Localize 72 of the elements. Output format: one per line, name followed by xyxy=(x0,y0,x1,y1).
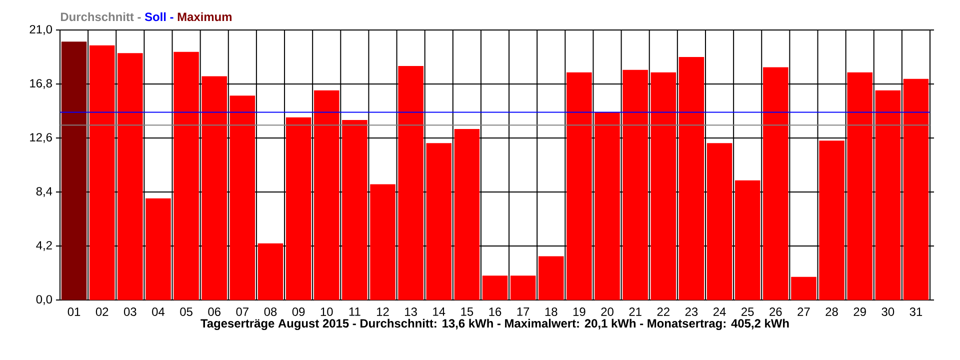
bar xyxy=(594,112,620,300)
bar xyxy=(230,96,256,300)
x-tick-label: 25 xyxy=(742,308,754,316)
x-tick-label: 24 xyxy=(713,308,726,316)
bar xyxy=(847,72,872,300)
x-tick-label: 26 xyxy=(770,308,782,316)
x-tick-label: 29 xyxy=(854,308,866,316)
x-tick-label: 18 xyxy=(545,308,558,316)
bar xyxy=(398,66,424,300)
x-tick-label: 08 xyxy=(264,308,277,316)
x-tick-label: 04 xyxy=(152,308,165,316)
bar xyxy=(342,120,368,300)
bar xyxy=(314,90,340,300)
x-tick-label: 02 xyxy=(96,308,108,316)
bar xyxy=(426,143,452,300)
bar xyxy=(118,53,143,300)
x-tick-label: 03 xyxy=(124,308,136,316)
x-tick-label: 07 xyxy=(236,308,248,316)
bar xyxy=(903,78,929,300)
bar xyxy=(819,140,844,300)
x-tick-label: 17 xyxy=(517,308,530,316)
bar xyxy=(706,143,732,300)
bar xyxy=(174,52,199,300)
bar xyxy=(202,76,227,300)
x-tick-label: 01 xyxy=(68,308,80,316)
ref-line-label: Soll - xyxy=(144,12,174,22)
bar xyxy=(763,67,788,300)
y-tick-label: 8,4 xyxy=(36,187,52,197)
bar xyxy=(538,256,564,300)
x-axis-title: Tageserträge August 2015 - Durchschnitt: 13,6 kWh - Maximalwert: 20,1 kWh - Monatsertrag: 405,2 kWh xyxy=(200,318,789,330)
y-tick-label: 4,2 xyxy=(36,241,52,251)
bar xyxy=(791,276,816,300)
bar xyxy=(61,42,87,300)
bar xyxy=(146,198,171,300)
y-tick-label: 21,0 xyxy=(30,25,52,35)
bar xyxy=(482,276,508,300)
ref-line-label: Durchschnitt - xyxy=(60,12,141,22)
x-tick-label: 28 xyxy=(826,308,838,316)
x-tick-label: 23 xyxy=(685,308,698,316)
bar xyxy=(678,57,704,300)
y-tick-label: 12,6 xyxy=(30,133,52,143)
y-tick-label: 0,0 xyxy=(36,295,52,305)
x-tick-label: 21 xyxy=(629,308,642,316)
x-tick-label: 16 xyxy=(489,308,502,316)
x-tick-label: 31 xyxy=(910,308,922,316)
x-tick-label: 27 xyxy=(798,308,810,316)
y-tick-label: 16,8 xyxy=(30,79,52,89)
x-tick-label: 05 xyxy=(180,308,192,316)
bar xyxy=(622,70,648,300)
x-tick-label: 30 xyxy=(882,308,894,316)
bar xyxy=(734,180,760,300)
x-tick-label: 10 xyxy=(320,308,333,316)
x-tick-label: 19 xyxy=(573,308,586,316)
x-tick-label: 09 xyxy=(292,308,305,316)
x-tick-label: 20 xyxy=(601,308,614,316)
x-tick-label: 22 xyxy=(657,308,670,316)
bar xyxy=(566,72,592,300)
x-tick-label: 13 xyxy=(405,308,417,316)
x-tick-label: 15 xyxy=(461,308,474,316)
x-tick-label: 06 xyxy=(208,308,220,316)
x-tick-label: 11 xyxy=(349,308,360,316)
bar xyxy=(258,243,284,300)
bar xyxy=(89,45,115,300)
bar xyxy=(454,129,480,300)
x-tick-label: 12 xyxy=(377,308,389,316)
bar xyxy=(510,276,536,300)
text: Maximum xyxy=(178,12,232,22)
x-tick-label: 14 xyxy=(433,308,446,316)
bar xyxy=(370,184,396,300)
bar xyxy=(650,72,676,300)
bar xyxy=(875,90,901,300)
bar xyxy=(286,117,312,300)
